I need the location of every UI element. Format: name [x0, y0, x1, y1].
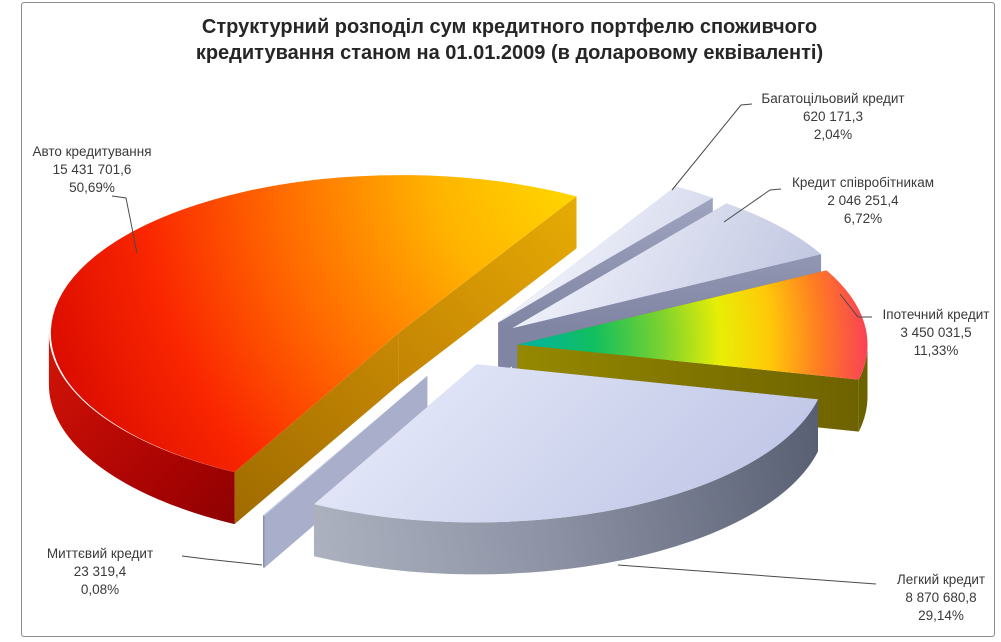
leader-line-spivrob: [723, 188, 782, 223]
slice-label-name: Кредит співробітникам: [791, 175, 935, 190]
slice-label-value: 8 870 680,8: [905, 590, 977, 605]
slice-label-name: Іпотечний кредит: [882, 307, 990, 322]
top-face: [498, 186, 713, 323]
leader-line-lehkyi: [617, 564, 877, 585]
slice-label-percent: 2,04%: [813, 127, 853, 142]
top-face: [263, 375, 428, 516]
slice-label-kredyt-spivrobitnykam[interactable]: Кредит співробітникам 2 046 251,4 6,72%: [763, 174, 963, 228]
slice-label-name: Миттєвий кредит: [46, 546, 154, 561]
top-face: [50, 175, 577, 473]
slice-label-myttevyi-kredyt[interactable]: Миттєвий кредит 23 319,4 0,08%: [10, 545, 190, 599]
slice-label-percent: 29,14%: [918, 608, 964, 623]
cut-face-end: [263, 375, 428, 568]
slice-label-lehkyi-kredyt[interactable]: Легкий кредит 8 870 680,8 29,14%: [861, 571, 1001, 625]
slice-label-ipotechnyi-kredyt[interactable]: Іпотечний кредит 3 450 031,5 11,33%: [856, 306, 1001, 360]
leader-line-bahato: [671, 103, 753, 191]
slice-label-percent: 11,33%: [913, 343, 959, 358]
slice-label-percent: 0,08%: [80, 582, 120, 597]
top-face: [314, 364, 818, 523]
slice-label-name: Багатоцільовий кредит: [761, 91, 905, 106]
slice-label-name: Авто кредитування: [32, 144, 152, 159]
slice-label-avto-kredytuvannia[interactable]: Авто кредитування 15 431 701,6 50,69%: [12, 143, 172, 197]
outer-rim: [858, 344, 868, 432]
pie-slice-myttevyi[interactable]: [263, 375, 428, 568]
pie-slice-lehkyi[interactable]: [314, 364, 818, 575]
leader-line-avto: [111, 195, 138, 254]
slice-label-value: 3 450 031,5: [900, 325, 972, 340]
slice-label-value: 2 046 251,4: [827, 193, 899, 208]
top-face: [512, 203, 822, 329]
slice-label-value: 620 171,3: [802, 109, 864, 124]
slice-label-value: 23 319,4: [73, 564, 127, 579]
outer-rim: [314, 399, 818, 575]
leader-line-ipoteka: [839, 293, 872, 318]
chart-title[interactable]: Структурний розподіл сум кредитного порт…: [195, 16, 824, 64]
pie-slice-avto[interactable]: [48, 175, 577, 525]
slice-label-percent: 50,69%: [69, 180, 115, 195]
cut-face-start: [234, 332, 399, 525]
slice-label-bahatotsilovyi-kredyt[interactable]: Багатоцільовий кредит 620 171,3 2,04%: [733, 90, 933, 144]
slice-label-value: 15 431 701,6: [52, 162, 132, 177]
top-face: [517, 270, 868, 380]
leader-line-myttevyi: [181, 555, 263, 566]
cut-face-end: [398, 196, 577, 385]
slice-label-percent: 6,72%: [843, 211, 883, 226]
slice-label-name: Легкий кредит: [896, 572, 986, 587]
outer-rim: [263, 515, 265, 568]
outer-rim: [48, 332, 235, 525]
